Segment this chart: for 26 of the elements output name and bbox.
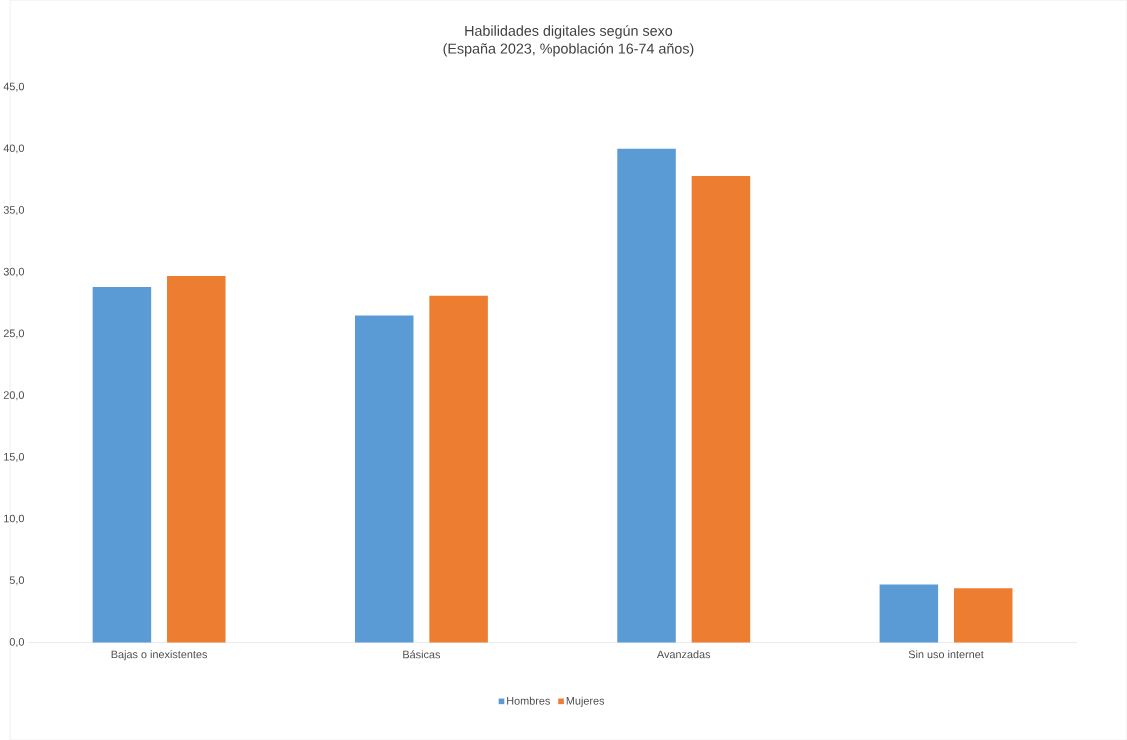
x-tick-label: Sin uso internet: [908, 650, 984, 659]
bar: [691, 175, 751, 643]
y-tick-label: 25,0: [3, 329, 25, 339]
y-tick-label: 5,0: [9, 576, 25, 586]
bar: [354, 315, 414, 643]
bar: [879, 584, 939, 643]
x-tick-label: Bajas o inexistentes: [111, 650, 208, 661]
y-tick-label: 40,0: [3, 144, 25, 154]
x-tick-label: Básicas: [403, 650, 441, 659]
bar: [167, 275, 226, 643]
y-tick-label: 30,0: [3, 267, 25, 277]
bar: [92, 286, 152, 643]
x-tick-label: Avanzadas: [656, 650, 711, 659]
y-tick-label: 15,0: [4, 452, 25, 462]
y-tick-label: 20,0: [3, 391, 25, 401]
bar: [953, 588, 1013, 643]
bar: [429, 295, 488, 643]
legend-label: Mujeres: [566, 696, 605, 707]
y-tick-label: 35,0: [3, 205, 25, 215]
chart-title: Habilidades digitales según sexo: [465, 25, 673, 39]
legend-label: Hombres: [507, 696, 550, 705]
y-tick-label: 0,0: [9, 637, 25, 647]
y-tick-label: 45,0: [3, 82, 25, 92]
chart-subtitle: (España 2023, %población 16-74 años): [443, 42, 694, 57]
bar: [617, 148, 676, 643]
y-tick-label: 10,0: [4, 514, 25, 524]
